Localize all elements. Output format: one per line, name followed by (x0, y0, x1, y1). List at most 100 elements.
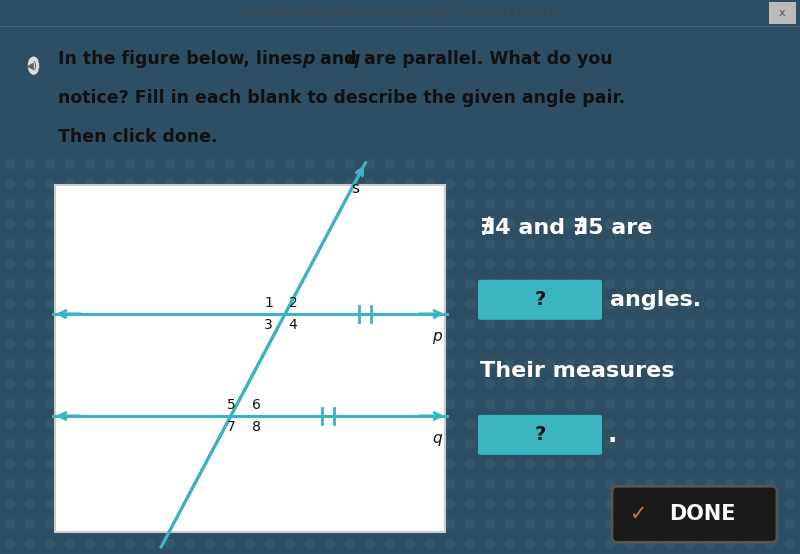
Circle shape (746, 439, 754, 449)
Circle shape (246, 280, 254, 289)
Circle shape (166, 520, 174, 529)
Circle shape (646, 480, 654, 489)
Circle shape (666, 199, 674, 208)
Circle shape (226, 280, 234, 289)
Circle shape (686, 259, 694, 269)
Circle shape (786, 199, 794, 208)
Circle shape (326, 239, 334, 249)
Circle shape (546, 199, 554, 208)
Circle shape (506, 160, 514, 168)
Circle shape (606, 160, 614, 168)
Circle shape (546, 239, 554, 249)
Circle shape (286, 219, 294, 228)
Circle shape (306, 179, 314, 188)
Circle shape (126, 399, 134, 408)
Circle shape (566, 360, 574, 368)
Circle shape (26, 259, 34, 269)
Circle shape (566, 280, 574, 289)
FancyBboxPatch shape (769, 2, 796, 24)
Circle shape (126, 520, 134, 529)
Circle shape (606, 199, 614, 208)
Circle shape (66, 439, 74, 449)
Text: 4: 4 (289, 318, 298, 332)
Circle shape (106, 439, 114, 449)
Circle shape (526, 160, 534, 168)
Circle shape (186, 439, 194, 449)
Circle shape (426, 340, 434, 348)
Circle shape (786, 419, 794, 428)
Circle shape (246, 500, 254, 509)
Circle shape (686, 179, 694, 188)
Circle shape (506, 300, 514, 309)
Circle shape (466, 199, 474, 208)
Circle shape (506, 219, 514, 228)
Circle shape (46, 500, 54, 509)
Circle shape (406, 480, 414, 489)
Circle shape (266, 520, 274, 529)
Circle shape (486, 340, 494, 348)
Circle shape (6, 459, 14, 469)
Circle shape (86, 259, 94, 269)
Circle shape (686, 320, 694, 329)
Circle shape (146, 360, 154, 368)
Circle shape (286, 520, 294, 529)
Circle shape (486, 459, 494, 469)
Circle shape (206, 340, 214, 348)
Circle shape (446, 459, 454, 469)
Circle shape (686, 399, 694, 408)
Circle shape (346, 459, 354, 469)
Circle shape (586, 160, 594, 168)
Circle shape (286, 480, 294, 489)
Circle shape (266, 459, 274, 469)
Circle shape (706, 399, 714, 408)
Circle shape (206, 320, 214, 329)
Circle shape (166, 179, 174, 188)
Circle shape (726, 480, 734, 489)
Circle shape (426, 500, 434, 509)
Circle shape (686, 160, 694, 168)
Circle shape (206, 520, 214, 529)
Circle shape (46, 540, 54, 548)
Circle shape (686, 280, 694, 289)
Circle shape (406, 280, 414, 289)
Circle shape (66, 239, 74, 249)
Circle shape (706, 500, 714, 509)
Circle shape (666, 280, 674, 289)
Circle shape (466, 540, 474, 548)
Circle shape (386, 300, 394, 309)
Circle shape (546, 540, 554, 548)
Circle shape (46, 399, 54, 408)
Circle shape (546, 219, 554, 228)
Circle shape (746, 160, 754, 168)
Circle shape (386, 360, 394, 368)
Circle shape (66, 219, 74, 228)
Circle shape (186, 300, 194, 309)
Circle shape (506, 239, 514, 249)
Circle shape (486, 259, 494, 269)
Circle shape (786, 239, 794, 249)
Circle shape (26, 459, 34, 469)
Circle shape (526, 239, 534, 249)
Circle shape (46, 520, 54, 529)
Circle shape (666, 459, 674, 469)
Circle shape (386, 500, 394, 509)
Circle shape (46, 300, 54, 309)
Circle shape (606, 480, 614, 489)
Circle shape (406, 360, 414, 368)
Circle shape (446, 259, 454, 269)
Circle shape (126, 340, 134, 348)
Circle shape (246, 360, 254, 368)
Circle shape (686, 480, 694, 489)
Circle shape (186, 379, 194, 388)
Circle shape (186, 199, 194, 208)
Circle shape (606, 280, 614, 289)
Circle shape (486, 379, 494, 388)
Circle shape (186, 399, 194, 408)
Circle shape (586, 419, 594, 428)
Circle shape (486, 540, 494, 548)
Circle shape (586, 439, 594, 449)
Circle shape (166, 459, 174, 469)
Circle shape (706, 320, 714, 329)
Circle shape (506, 540, 514, 548)
Text: x: x (779, 8, 786, 18)
